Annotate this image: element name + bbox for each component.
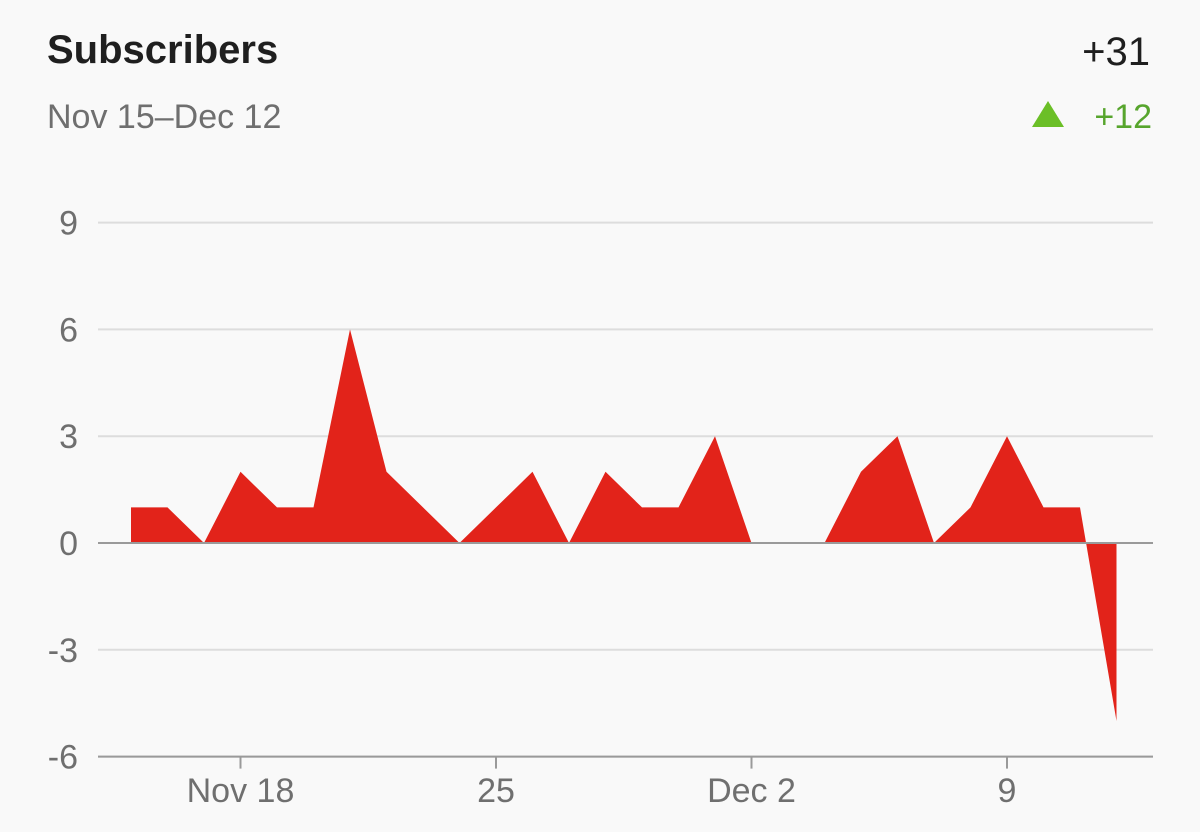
x-tick-label: Nov 18 [187,772,295,810]
x-axis: Nov 18 25 Dec 2 9 [98,755,1153,810]
x-tick-label: 9 [998,772,1017,810]
y-tick-label: -6 [48,739,78,777]
data-area [131,329,1117,721]
x-tick-label: Dec 2 [707,772,796,810]
y-tick-label: 9 [59,205,78,243]
change-value: +12 [1094,98,1152,136]
y-tick-label: 3 [59,418,78,456]
triangle-up-icon [1032,100,1065,127]
total-subscribers: +31 [1082,30,1150,74]
y-tick-label: 6 [59,311,78,349]
y-tick-label: 0 [59,525,78,563]
x-tick-label: 25 [477,772,515,810]
area-series [131,329,1117,721]
chart-title: Subscribers [47,28,279,72]
date-range: Nov 15–Dec 12 [47,98,282,136]
change-indicator: +12 [1032,98,1152,137]
y-tick-label: -3 [48,632,78,670]
y-axis: 9 6 3 0 -3 -6 [48,205,78,777]
